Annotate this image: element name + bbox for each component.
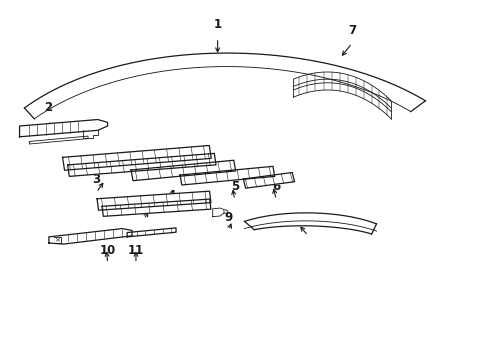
Text: 2: 2 (44, 101, 52, 114)
Text: 9: 9 (224, 211, 232, 224)
Text: 8: 8 (140, 200, 148, 213)
Polygon shape (49, 229, 132, 244)
Text: 6: 6 (272, 180, 280, 193)
Polygon shape (97, 191, 210, 210)
Polygon shape (29, 136, 88, 144)
Text: 1: 1 (213, 18, 221, 31)
Polygon shape (20, 120, 107, 137)
Polygon shape (180, 166, 274, 185)
Polygon shape (244, 213, 376, 234)
Polygon shape (293, 72, 390, 119)
Text: 10: 10 (99, 244, 116, 257)
Polygon shape (102, 199, 210, 216)
Text: 3: 3 (92, 173, 100, 186)
Text: 4: 4 (167, 189, 175, 202)
Polygon shape (127, 228, 176, 237)
Polygon shape (131, 160, 235, 181)
Polygon shape (62, 145, 211, 170)
Text: 5: 5 (230, 180, 238, 193)
Polygon shape (212, 208, 224, 217)
Text: 7: 7 (347, 24, 355, 37)
Text: 12: 12 (299, 216, 316, 229)
Polygon shape (67, 153, 216, 176)
Polygon shape (243, 172, 294, 188)
Text: 11: 11 (127, 244, 144, 257)
